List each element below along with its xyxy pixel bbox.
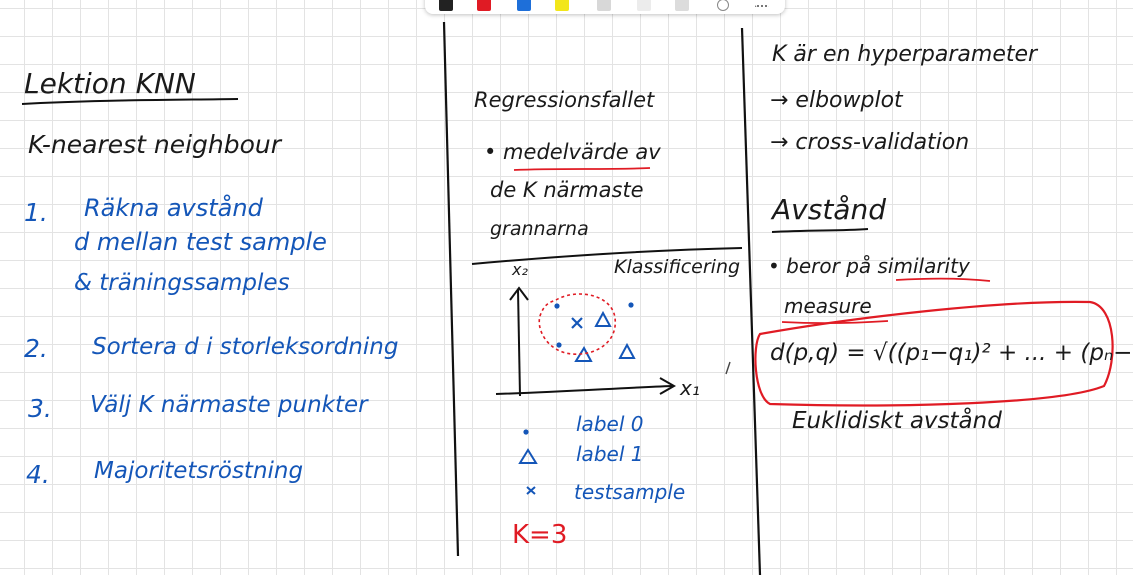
cross-validation-line: → cross-validation [770, 130, 970, 155]
step-4-line-1: Majoritetsröstning [94, 458, 304, 484]
plot-y-label: x₂ [512, 260, 528, 279]
plot-points [554, 302, 634, 348]
regression-line-3: de K närmaste [490, 178, 644, 202]
similarity-underline [895, 277, 991, 282]
plot-axes [495, 286, 677, 397]
step-1-number: 1. [24, 198, 48, 227]
distance-heading: Avstånd [772, 193, 886, 226]
k-value: K=3 [512, 520, 568, 550]
legend-x [526, 486, 536, 495]
more-icon[interactable] [755, 5, 769, 11]
legend-label-0: label 0 [576, 412, 644, 436]
step-3-line-1: Välj K närmaste punkter [90, 392, 368, 418]
step-4-number: 4. [26, 460, 50, 489]
search-icon[interactable] [717, 0, 729, 11]
legend-label-2: testsample [574, 480, 686, 504]
distance-formula: d(p,q) = √((p₁−q₁)² + ... + (pₙ−qₙ)²) [770, 340, 1133, 366]
formula-circle [754, 300, 1114, 407]
similarity-line: • beror på similarity [768, 254, 970, 278]
measure-line: measure [784, 294, 872, 318]
plot-triangles [574, 310, 636, 362]
regression-heading: Regressionsfallet [474, 88, 655, 112]
eraser-tool[interactable] [597, 0, 611, 11]
medelvarde-underline [513, 167, 651, 171]
blue-pen-tool[interactable] [517, 0, 531, 11]
lasso-tool[interactable] [637, 0, 651, 11]
step-3-number: 3. [28, 394, 52, 423]
divider-right [740, 27, 762, 575]
regression-line-2: • medelvärde av [484, 140, 661, 164]
legend-triangle [518, 448, 538, 464]
step-1-line-2: d mellan test sample [74, 228, 327, 256]
elbowplot-line: → elbowplot [770, 88, 903, 113]
step-1-line-1: Räkna avstånd [84, 194, 263, 222]
step-2-line-1: Sortera d i storleksordning [92, 334, 399, 360]
euclidean-distance-label: Euklidiskt avstånd [792, 408, 1002, 434]
divider-left [442, 21, 460, 557]
yellow-highlighter-tool[interactable] [555, 0, 569, 11]
neighbourhood-circle [538, 293, 616, 355]
hyperparameter-line: K är en hyperparameter [772, 42, 1038, 67]
lecture-subtitle: K-nearest neighbour [28, 130, 282, 159]
measure-underline [781, 320, 889, 324]
black-pen-tool[interactable] [439, 0, 453, 11]
classification-heading: Klassificering [614, 256, 741, 278]
regression-line-4: grannarna [490, 218, 589, 240]
middle-hline [471, 247, 743, 265]
pen-toolbar [425, 0, 785, 14]
step-1-line-3: & träningssamples [74, 270, 290, 296]
title-underline [21, 98, 239, 105]
legend-label-1: label 1 [576, 442, 644, 466]
step-2-number: 2. [24, 334, 48, 363]
ruler-tool[interactable] [675, 0, 689, 11]
avstand-underline [771, 228, 869, 233]
plot-x-label: x₁ [680, 376, 700, 400]
lecture-title: Lektion KNN [24, 67, 196, 100]
test-sample-x [571, 317, 583, 329]
legend-dot [523, 429, 529, 435]
red-pen-tool[interactable] [477, 0, 491, 11]
